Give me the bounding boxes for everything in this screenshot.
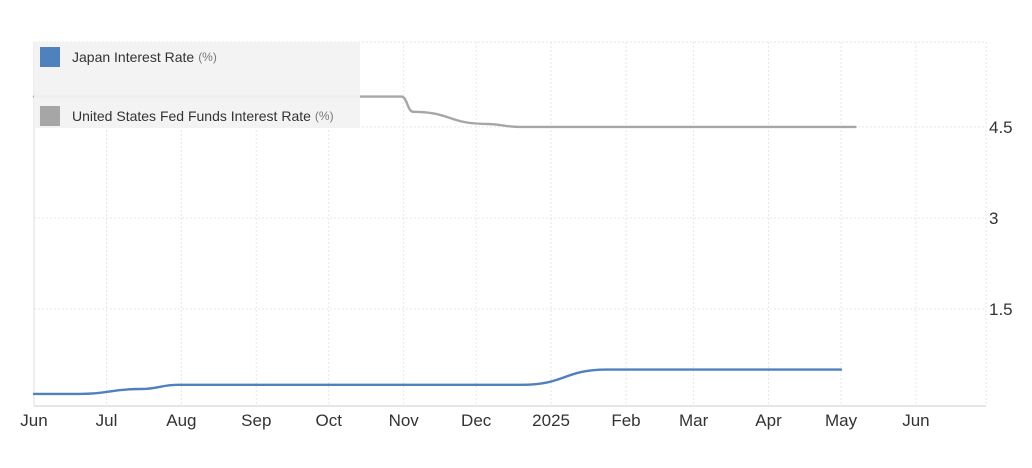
x-tick-label: 2025 — [532, 411, 570, 430]
legend-swatch-us-fed — [40, 106, 60, 126]
x-tick-label: Mar — [679, 411, 709, 430]
x-tick-label: Apr — [755, 411, 782, 430]
chart-legend: Japan Interest Rate (%) United States Fe… — [34, 42, 360, 128]
x-tick-label: Jun — [902, 411, 929, 430]
x-tick-label: Nov — [389, 411, 420, 430]
tick-labels: Jun Jul Aug Sep Oct Nov Dec 2025 Feb Mar Apr May Jun… — [20, 118, 1012, 430]
legend-label-us-fed: United States Fed Funds Interest Rate — [72, 108, 311, 124]
x-tick-label: Oct — [316, 411, 343, 430]
y-tick-label: 3 — [989, 209, 998, 228]
series-line-japan[interactable] — [32, 368, 843, 396]
legend-item-us-fed[interactable]: United States Fed Funds Interest Rate (%… — [40, 106, 334, 126]
x-tick-label: Sep — [241, 411, 271, 430]
x-tick-label: Dec — [461, 411, 492, 430]
legend-unit-us-fed: (%) — [314, 109, 334, 123]
x-tick-label: Feb — [611, 411, 640, 430]
x-tick-label: Jul — [96, 411, 118, 430]
x-tick-label: May — [825, 411, 858, 430]
x-tick-label: Jun — [20, 411, 47, 430]
y-tick-label: 1.5 — [989, 300, 1013, 319]
series-lines — [32, 95, 857, 396]
legend-unit-japan: (%) — [198, 50, 217, 64]
legend-label-japan: Japan Interest Rate — [72, 49, 195, 65]
legend-swatch-japan — [40, 47, 60, 67]
x-tick-label: Aug — [166, 411, 196, 430]
legend-item-japan[interactable]: Japan Interest Rate (%) — [40, 47, 217, 67]
y-tick-label: 4.5 — [989, 118, 1013, 137]
